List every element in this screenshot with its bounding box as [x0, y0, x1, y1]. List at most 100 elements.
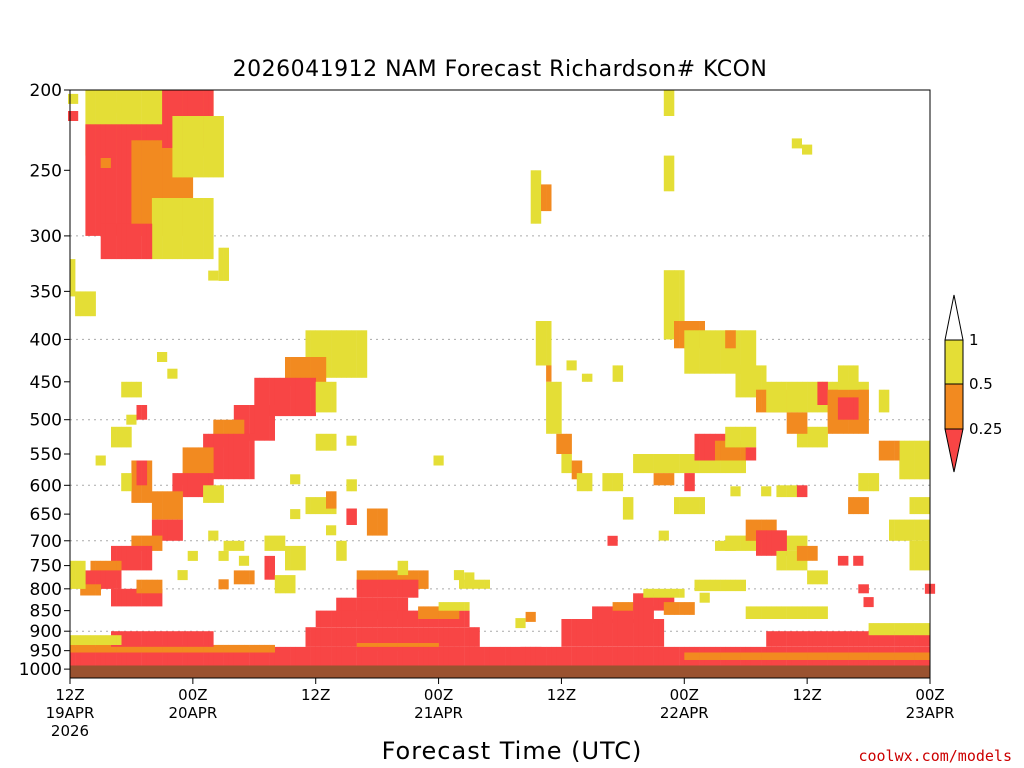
- ri-cell-59: [320, 646, 327, 666]
- ri-cell-122: [919, 519, 926, 541]
- ri-cell-83: [658, 646, 665, 666]
- ri-cell-76: [612, 619, 618, 647]
- ri-cell-42: [310, 497, 316, 515]
- ri-cell-0: [151, 90, 158, 156]
- ri-cell-49: [382, 570, 388, 589]
- ri-cell-55: [448, 602, 455, 611]
- ri-cell-84: [904, 652, 910, 660]
- ri-cell-59: [351, 646, 357, 666]
- ri-cell-75: [628, 497, 634, 520]
- plot-frame: [69, 89, 931, 679]
- ri-cell-39: [269, 555, 275, 580]
- ri-cell-77: [628, 606, 634, 624]
- ri-cell-43: [331, 491, 337, 509]
- ri-cell-59: [70, 646, 76, 666]
- ri-cell-61: [182, 631, 188, 647]
- ri-cell-33: [136, 460, 142, 486]
- legend-level-label-1: 0.5: [969, 375, 993, 393]
- ri-cell-127: [812, 606, 818, 619]
- ri-cell-53: [331, 610, 337, 628]
- ri-cell-55: [459, 602, 465, 611]
- ri-cell-83: [556, 646, 562, 666]
- ri-cell-0: [146, 90, 153, 156]
- ri-cell-59: [300, 646, 306, 666]
- ri-cell-83: [525, 646, 531, 666]
- ri-speckle-18: [238, 555, 250, 566]
- ri-cell-57: [387, 627, 393, 647]
- ri-cell-26: [70, 560, 76, 589]
- ri-cell-121: [924, 497, 931, 515]
- ri-cell-113: [791, 550, 798, 571]
- y-tick-label-950: 950: [30, 642, 62, 662]
- ri-cell-84: [689, 652, 695, 660]
- ri-cell-16: [218, 433, 224, 480]
- ri-cell-84: [684, 652, 690, 660]
- ri-cell-127: [745, 606, 752, 619]
- ri-cell-56: [464, 579, 470, 589]
- ri-cell-57: [423, 627, 429, 647]
- ri-cell-68: [566, 433, 572, 454]
- ri-speckle-9: [167, 368, 178, 379]
- ri-cell-59: [141, 646, 148, 666]
- ri-cell-6: [136, 223, 142, 260]
- ri-cell-62: [105, 635, 112, 645]
- ri-cell-121: [919, 497, 926, 515]
- ri-cell-45: [346, 508, 352, 525]
- ri-cell-59: [443, 646, 450, 666]
- ri-cell-26: [75, 560, 81, 589]
- ri-cell-84: [894, 652, 900, 660]
- ri-cell-55: [443, 602, 450, 611]
- ri-cell-21: [141, 535, 148, 551]
- ri-cell-84: [750, 652, 757, 660]
- ri-cell-58: [382, 643, 388, 651]
- ri-cell-59: [203, 646, 209, 666]
- ri-cell-76: [592, 619, 598, 647]
- x-tick-label-3-2: 21APR: [414, 704, 463, 722]
- ri-cell-11: [310, 357, 316, 386]
- ri-cell-2: [172, 140, 178, 236]
- ri-cell-36: [223, 540, 229, 551]
- ri-cell-76: [658, 619, 665, 647]
- ri-cell-14: [254, 405, 260, 441]
- ri-cell-59: [310, 646, 316, 666]
- ri-cell-83: [612, 646, 618, 666]
- ri-cell-4: [172, 116, 178, 178]
- ri-cell-83: [633, 646, 639, 666]
- ri-cell-59: [259, 646, 265, 666]
- ri-cell-0: [116, 90, 122, 156]
- ri-cell-49: [402, 570, 409, 589]
- ri-cell-4: [182, 116, 188, 178]
- ri-cell-123: [914, 540, 920, 571]
- ri-cell-110: [725, 535, 731, 551]
- ri-cell-5: [187, 198, 194, 260]
- ri-cell-73: [612, 365, 618, 382]
- ri-cell-4: [187, 116, 194, 178]
- ri-cell-81: [653, 588, 659, 598]
- ri-cell-41: [274, 575, 281, 594]
- ri-cell-12: [264, 377, 270, 417]
- ri-cell-50: [377, 579, 383, 598]
- ri-cell-118: [883, 440, 890, 461]
- ri-cell-24: [100, 570, 107, 589]
- ri-cell-84: [919, 652, 926, 660]
- ri-cell-83: [530, 646, 537, 666]
- ri-cell-105: [745, 447, 752, 461]
- ri-cell-76: [633, 619, 639, 647]
- ri-cell-5: [208, 198, 214, 260]
- ri-cell-93: [791, 381, 798, 413]
- ri-cell-60: [80, 644, 86, 653]
- ri-cell-22: [131, 545, 137, 571]
- x-axis-label: Forecast Time (UTC): [382, 737, 643, 765]
- ri-cell-60: [238, 644, 245, 653]
- ri-cell-23: [116, 560, 122, 580]
- ri-cell-104: [730, 426, 736, 448]
- ri-cell-86: [668, 155, 675, 192]
- ri-cell-101: [689, 454, 695, 474]
- ri-cell-59: [126, 646, 132, 666]
- ri-cell-59: [285, 646, 291, 666]
- ri-cell-83: [679, 646, 685, 666]
- ri-cell-14: [244, 405, 250, 441]
- ri-cell-89: [730, 330, 736, 374]
- ri-cell-101: [663, 454, 670, 474]
- ri-cell-60: [126, 644, 132, 653]
